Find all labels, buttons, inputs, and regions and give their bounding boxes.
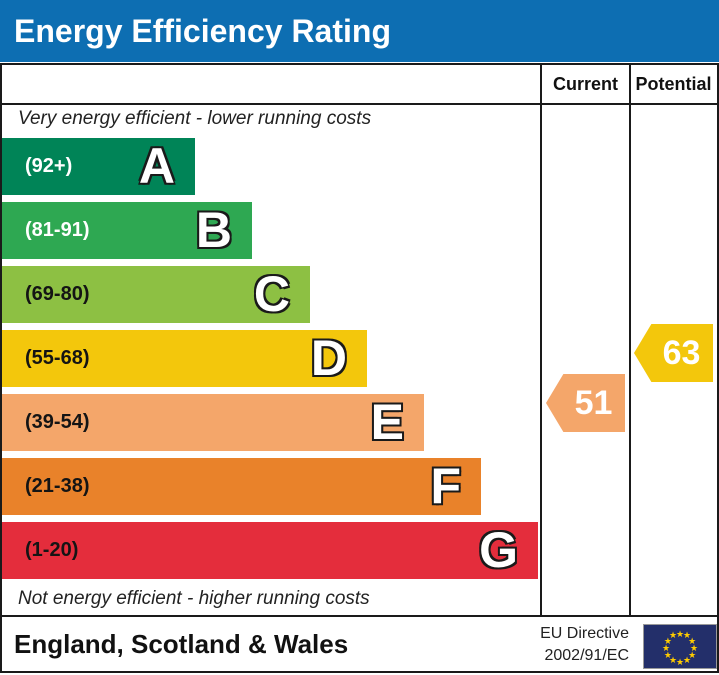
eu-star-icon: ★ — [675, 656, 685, 667]
band-f-range: (21-38) — [25, 475, 90, 497]
band-e-range: (39-54) — [25, 411, 90, 433]
potential-rating-arrow: 63 — [634, 324, 713, 382]
potential-column-label: Potential — [635, 73, 712, 94]
current-column-label: Current — [552, 73, 618, 94]
top-annotation: Very energy efficient - lower running co… — [18, 108, 372, 129]
eu-flag: ★ ★ ★ ★ ★ ★ ★ ★ ★ ★ ★ ★ — [643, 624, 717, 669]
band-e: (39-54) E — [2, 393, 424, 452]
band-d-range: (55-68) — [25, 347, 90, 369]
current-column-divider — [540, 63, 542, 617]
band-b: (81-91) B — [2, 201, 252, 260]
current-column-header: Current — [542, 65, 629, 103]
band-e-letter: E — [369, 393, 405, 452]
eu-star-icon: ★ — [682, 630, 692, 641]
band-f: (21-38) F — [2, 457, 481, 516]
band-g-range: (1-20) — [25, 539, 79, 561]
eu-star-icon: ★ — [682, 654, 692, 665]
page-title: Energy Efficiency Rating — [14, 12, 391, 49]
eu-star-icon: ★ — [668, 654, 678, 665]
potential-column-header: Potential — [631, 65, 716, 103]
band-a-letter: A — [138, 137, 177, 196]
eu-flag-stars: ★ ★ ★ ★ ★ ★ ★ ★ ★ ★ ★ ★ — [644, 625, 716, 668]
current-rating-arrow: 51 — [546, 374, 625, 432]
eu-star-icon: ★ — [663, 649, 672, 660]
band-g-letter: G — [478, 521, 519, 580]
eu-directive-label: EU Directive 2002/91/EC — [540, 623, 629, 667]
eu-star-icon: ★ — [688, 635, 697, 646]
eu-star-icon: ★ — [688, 649, 697, 660]
region-label: England, Scotland & Wales — [14, 628, 349, 659]
band-b-letter: B — [195, 201, 234, 260]
eu-directive-line2: 2002/91/EC — [544, 647, 629, 664]
bottom-annotation: Not energy efficient - higher running co… — [18, 588, 370, 609]
footer-row: England, Scotland & Wales EU Directive 2… — [2, 617, 717, 671]
band-c: (69-80) C — [2, 265, 310, 324]
footer-row-divider — [0, 615, 719, 617]
band-b-range: (81-91) — [25, 219, 90, 241]
band-a-range: (92+) — [25, 155, 73, 177]
eu-star-icon: ★ — [668, 630, 678, 641]
title-bar: Energy Efficiency Rating — [0, 0, 719, 62]
current-rating-value: 51 — [574, 383, 613, 422]
eu-star-icon: ★ — [663, 635, 672, 646]
band-d: (55-68) D — [2, 329, 367, 388]
band-g: (1-20) G — [2, 521, 538, 580]
band-c-range: (69-80) — [25, 283, 90, 305]
eu-star-icon: ★ — [675, 628, 685, 639]
eu-directive-line1: EU Directive — [540, 625, 629, 642]
band-a: (92+) A — [2, 137, 195, 196]
band-c-letter: C — [253, 265, 292, 324]
potential-rating-value: 63 — [662, 333, 701, 372]
band-d-letter: D — [310, 329, 349, 388]
eu-star-icon: ★ — [661, 642, 671, 653]
header-row-divider — [0, 103, 719, 105]
band-f-letter: F — [429, 457, 462, 516]
eu-star-icon: ★ — [689, 642, 699, 653]
potential-column-divider — [629, 63, 631, 617]
